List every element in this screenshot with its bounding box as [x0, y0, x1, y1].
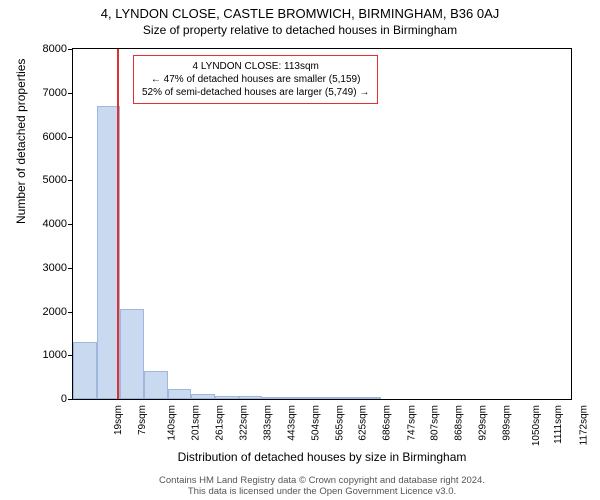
x-tick-label: 1172sqm [579, 405, 590, 445]
histogram-bar [215, 396, 239, 400]
plot-area: 01000200030004000500060007000800019sqm79… [72, 48, 572, 400]
x-tick-label: 1050sqm [531, 405, 542, 446]
annotation-line: 4 LYNDON CLOSE: 113sqm [142, 60, 369, 73]
histogram-bar [144, 371, 168, 399]
annotation-line: 52% of semi-detached houses are larger (… [142, 86, 369, 99]
histogram-bar [310, 397, 334, 399]
histogram-bar [239, 396, 263, 399]
y-tick-label: 7000 [43, 87, 73, 99]
x-tick-label: 261sqm [214, 405, 225, 441]
x-tick-label: 322sqm [239, 405, 250, 441]
histogram-bar [191, 394, 215, 399]
x-tick-label: 807sqm [430, 405, 441, 441]
y-tick-label: 1000 [43, 349, 73, 361]
y-tick-label: 5000 [43, 174, 73, 186]
chart-container: 4, LYNDON CLOSE, CASTLE BROMWICH, BIRMIN… [0, 0, 600, 500]
chart-title: 4, LYNDON CLOSE, CASTLE BROMWICH, BIRMIN… [0, 0, 600, 21]
histogram-bar [262, 397, 286, 399]
x-tick-label: 79sqm [137, 405, 148, 435]
histogram-bar [333, 397, 357, 399]
y-tick-label: 8000 [43, 43, 73, 55]
histogram-bar [120, 309, 144, 399]
x-tick-label: 868sqm [454, 405, 465, 441]
x-tick-label: 565sqm [334, 405, 345, 441]
y-tick-label: 0 [61, 393, 73, 405]
x-tick-label: 443sqm [286, 405, 297, 441]
y-tick-label: 4000 [43, 218, 73, 230]
x-tick-label: 747sqm [406, 405, 417, 441]
annotation-line: ← 47% of detached houses are smaller (5,… [142, 73, 369, 86]
y-tick-label: 6000 [43, 131, 73, 143]
x-tick-label: 929sqm [478, 405, 489, 441]
histogram-bar [357, 397, 381, 399]
y-tick-label: 2000 [43, 306, 73, 318]
x-tick-label: 19sqm [114, 405, 125, 435]
y-tick-label: 3000 [43, 262, 73, 274]
annotation-box: 4 LYNDON CLOSE: 113sqm← 47% of detached … [133, 55, 378, 104]
x-tick-label: 1111sqm [553, 405, 564, 444]
x-tick-label: 686sqm [382, 405, 393, 441]
x-tick-label: 504sqm [310, 405, 321, 441]
x-tick-label: 625sqm [358, 405, 369, 441]
x-tick-label: 989sqm [502, 405, 513, 441]
histogram-bar [168, 389, 192, 399]
property-marker-line [117, 49, 119, 399]
histogram-bar [73, 342, 97, 399]
x-tick-label: 383sqm [263, 405, 274, 441]
footnote: Contains HM Land Registry data © Crown c… [72, 475, 572, 497]
y-axis-label: Number of detached properties [14, 59, 28, 224]
x-axis-label: Distribution of detached houses by size … [72, 450, 572, 464]
chart-subtitle: Size of property relative to detached ho… [0, 21, 600, 37]
x-tick-label: 140sqm [167, 405, 178, 441]
x-tick-label: 201sqm [191, 405, 202, 441]
histogram-bar [286, 397, 310, 399]
